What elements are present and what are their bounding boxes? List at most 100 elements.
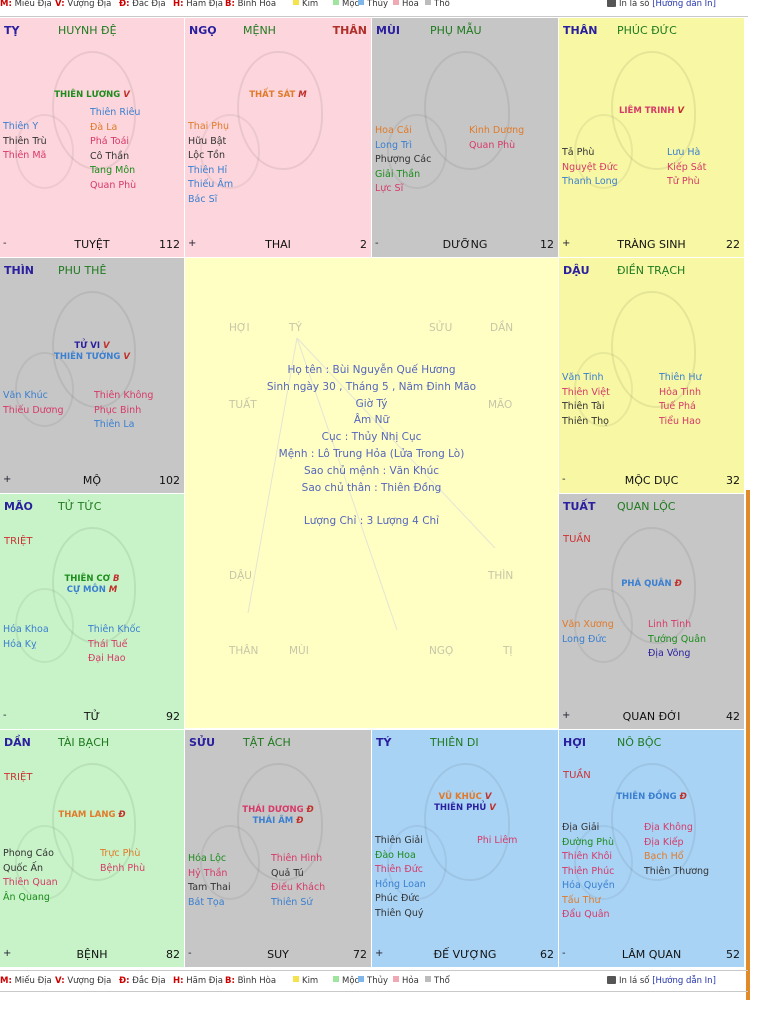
minor-star: Thiên Y — [3, 121, 39, 132]
print-guide-link-bottom[interactable]: [Hướng dẫn In] — [652, 976, 716, 986]
polarity-sign: - — [375, 238, 379, 249]
minor-star: Thiên Riêu — [90, 107, 141, 118]
minor-star: Lộc Tồn — [188, 150, 225, 161]
polarity-sign: - — [562, 948, 566, 959]
minor-stars-right: Thiên Không Phục Binh Thiên La — [94, 389, 153, 433]
minor-star: Thiên Giải — [375, 835, 423, 846]
zodiac-animal-illustration — [199, 113, 260, 190]
info-birthdate: Sinh ngày 30 , Tháng 5 , Năm Đinh Mão — [266, 380, 477, 393]
minor-star: Phục Binh — [94, 404, 142, 416]
palace-name: HUYNH ĐỆ — [58, 24, 117, 37]
minor-star: Quốc Ấn — [3, 862, 44, 874]
palace-header: SỬU TẬT ÁCH — [189, 736, 367, 750]
palace-footer: + MỘ 102 — [0, 471, 184, 493]
print-link-bottom[interactable]: In lá số [Hướng dẫn In] — [607, 976, 716, 986]
info-gender: Âm Nữ — [353, 414, 390, 427]
tuan-triet-marker: TUẦN — [563, 770, 591, 781]
zodiac-animal-illustration — [610, 763, 697, 881]
print-link[interactable]: In lá số [Hướng dẫn In] — [607, 0, 716, 9]
minor-stars-right: Địa Không Địa Kiếp Bạch Hổ Thiên Thương — [644, 821, 709, 879]
minor-star: Thiên Khốc — [88, 624, 141, 635]
main-star: THIÊN CƠ B — [64, 574, 120, 584]
minor-star: Hỷ Thần — [188, 867, 228, 879]
earthly-branch: TÝ — [376, 736, 392, 749]
minor-star: Ân Quang — [3, 891, 50, 903]
palace-suu: SỬU TẬT ÁCH THÁI DƯƠNG Đ THÁI ÂM Đ Hóa Lộc Hỷ… — [185, 730, 372, 968]
minor-star: Tiểu Hao — [659, 415, 701, 427]
age-start: 62 — [540, 948, 554, 961]
polarity-sign: + — [3, 474, 12, 485]
palace-name: PHU THÊ — [58, 264, 107, 277]
zodiac-animal-illustration — [573, 352, 634, 427]
main-stars: THAM LANG Đ — [0, 810, 184, 821]
minor-star: Văn Khúc — [3, 390, 48, 401]
zodiac-animal-illustration — [424, 51, 510, 171]
minor-star: Thiên Không — [94, 390, 154, 401]
minor-star: Thiên Quý — [375, 907, 424, 919]
birth-info: Họ tên : Bùi Nguyễn Quế Hương Sinh ngày … — [185, 362, 558, 530]
main-star: THIÊN TƯỚNG V — [54, 352, 130, 362]
printer-icon — [607, 0, 616, 7]
palace-header: MÃO TỬ TỨC — [4, 500, 180, 514]
main-star: THÁI ÂM Đ — [252, 816, 304, 826]
minor-stars-left: Hóa Khoa Hóa Kỵ — [3, 623, 49, 652]
age-start: 72 — [353, 948, 367, 961]
main-stars: THÁI DƯƠNG Đ THÁI ÂM Đ — [185, 805, 371, 827]
minor-star: Bác Sĩ — [188, 193, 218, 205]
main-stars: THẤT SÁT M — [185, 90, 371, 101]
life-stage: ĐẾ VƯỢNG — [433, 948, 497, 961]
age-start: 42 — [726, 710, 740, 723]
minor-stars-left: Phong Cáo Quốc Ấn Thiên Quan Ân Quang — [3, 847, 58, 905]
palace-header: MÙI PHỤ MẪU — [376, 24, 554, 38]
minor-star: Trực Phù — [100, 848, 141, 859]
life-stage: TUYỆT — [74, 238, 110, 251]
minor-star: Tướng Quân — [648, 633, 707, 645]
minor-stars-left: Hóa Lộc Hỷ Thần Tam Thai Bát Tọa — [188, 852, 231, 910]
palace-footer: + ĐẾ VƯỢNG 62 — [372, 945, 558, 967]
minor-star: Thiếu Âm — [188, 179, 234, 190]
polarity-sign: + — [3, 948, 12, 959]
palace-header: TỴ HUYNH ĐỆ — [4, 24, 180, 38]
info-name: Họ tên : Bùi Nguyễn Quế Hương — [287, 364, 456, 376]
zodiac-animal-illustration — [237, 763, 323, 881]
print-guide-link[interactable]: [Hướng dẫn In] — [652, 0, 716, 9]
minor-star: Bạch Hổ — [644, 851, 684, 862]
palace-tuat: TUẤT QUAN LỘC TUẦN PHÁ QUÂN Đ Văn Xương Long … — [559, 494, 745, 730]
minor-stars-left: Tả Phù Nguyệt Đức Thanh Long — [562, 146, 618, 190]
minor-stars-left: Hoa Cái Long Trì Phượng Các Giải Thần Lực Sĩ — [375, 124, 431, 197]
minor-stars-right: Lưu Hà Kiếp Sát Tử Phù — [667, 146, 706, 190]
minor-star: Thái Tuế — [88, 638, 128, 650]
polarity-sign: - — [562, 474, 566, 485]
palace-name: QUAN LỘC — [617, 500, 676, 513]
silk-ty: TÝ — [289, 322, 302, 334]
zodiac-animal-illustration — [610, 51, 697, 171]
silk-mui: MÙI — [289, 645, 309, 657]
minor-stars-right: Linh Tinh Tướng Quân Địa Võng — [648, 618, 706, 662]
zodiac-animal-illustration — [610, 526, 697, 644]
minor-stars-right: Thiên Khốc Thái Tuế Đại Hao — [88, 623, 141, 667]
age-start: 2 — [360, 238, 367, 251]
minor-stars-left: Văn Xương Long Đức — [562, 618, 614, 647]
minor-star: Hữu Bật — [188, 135, 227, 147]
life-stage: MỘ — [82, 474, 102, 487]
main-stars: TỬ VI V THIÊN TƯỚNG V — [0, 341, 184, 363]
minor-star: Quả Tú — [271, 867, 304, 879]
palace-dan: DẦN TÀI BẠCH TRIỆT THAM LANG Đ Phong Cáo Quốc… — [0, 730, 185, 968]
polarity-sign: + — [188, 238, 197, 249]
earthly-branch: THÂN — [563, 24, 598, 37]
palace-name: TÀI BẠCH — [58, 736, 110, 749]
tuan-triet-marker: TRIỆT — [4, 536, 33, 547]
palace-header: TÝ THIÊN DI — [376, 736, 554, 750]
minor-star: Thiên Thọ — [562, 415, 609, 427]
zodiac-animal-illustration — [51, 526, 137, 644]
minor-star: Thiên Tài — [562, 401, 605, 412]
minor-stars-right: Thiên Hư Hỏa Tinh Tuế Phá Tiểu Hao — [659, 371, 702, 429]
palace-footer: + BỆNH 82 — [0, 945, 184, 967]
palace-mui: MÙI PHỤ MẪU Hoa Cái Long Trì Phượng Các Giải … — [372, 18, 559, 258]
palace-footer: + THAI 2 — [185, 235, 371, 257]
minor-star: Phong Cáo — [3, 848, 54, 859]
minor-star: Tang Môn — [90, 165, 136, 176]
palace-ty2: TÝ THIÊN DI VŨ KHÚC V THIÊN PHỦ V Thiên Giải… — [372, 730, 559, 968]
minor-star: Lực Sĩ — [375, 183, 404, 194]
earthly-branch: SỬU — [189, 736, 216, 749]
